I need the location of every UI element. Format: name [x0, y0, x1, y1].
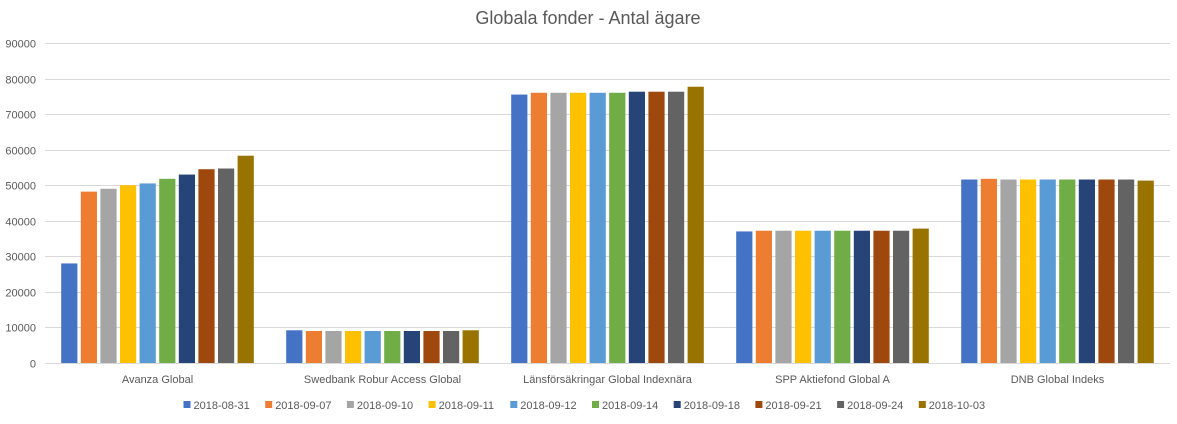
legend-swatch: [346, 401, 354, 408]
bar: [218, 168, 235, 363]
bar: [178, 174, 195, 363]
legend-label: 2018-09-21: [765, 400, 821, 412]
y-tick-label: 40000: [5, 217, 36, 229]
y-tick-label: 10000: [5, 323, 36, 335]
y-tick-label: 60000: [5, 146, 36, 158]
bar: [687, 86, 704, 363]
legend-label: 2018-08-31: [194, 400, 250, 412]
bar: [1078, 179, 1095, 363]
bar: [775, 230, 792, 363]
bar: [1137, 180, 1154, 363]
bar: [589, 92, 606, 363]
legend-label: 2018-09-14: [602, 400, 658, 412]
legend-swatch: [510, 401, 518, 408]
bar: [325, 331, 342, 363]
bar: [120, 185, 137, 363]
legend-swatch: [837, 401, 845, 408]
bar: [1098, 179, 1115, 363]
bar: [648, 91, 665, 364]
bar: [912, 228, 929, 363]
bar: [511, 94, 528, 363]
bar: [853, 230, 870, 363]
y-tick-label: 20000: [5, 288, 36, 300]
category-label: DNB Global Indeks: [1011, 374, 1105, 386]
category-labels: Avanza Global Swedbank Robur Access Globa…: [122, 374, 1105, 386]
legend-label: 2018-10-03: [929, 400, 985, 412]
category-label: Swedbank Robur Access Global: [304, 374, 461, 386]
legend-label: 2018-09-10: [357, 400, 413, 412]
bar: [873, 230, 890, 363]
legend: 2018-08-31 2018-09-07 2018-09-10 2018-09-11…: [183, 400, 985, 412]
y-tick-label: 70000: [5, 110, 36, 122]
y-tick-label: 50000: [5, 181, 36, 193]
bar: [570, 92, 587, 363]
bar: [961, 179, 978, 363]
bar: [443, 331, 460, 363]
legend-label: 2018-09-12: [520, 400, 576, 412]
chart-title: Globala fonder - Antal ägare: [475, 8, 700, 28]
bar: [100, 188, 117, 363]
bar: [1039, 179, 1056, 363]
bar: [286, 330, 303, 363]
bar: [530, 92, 547, 363]
y-tick-label: 80000: [5, 75, 36, 87]
bar: [305, 331, 322, 363]
bar: [980, 178, 997, 363]
legend-swatch: [265, 401, 273, 408]
legend-swatch: [183, 401, 191, 408]
legend-swatch: [592, 401, 599, 408]
bar: [159, 178, 176, 363]
bar: [736, 231, 753, 363]
bar: [384, 331, 401, 363]
bar: [1118, 179, 1135, 363]
bar: [80, 191, 97, 363]
bar: [893, 230, 910, 363]
bar: [755, 230, 772, 363]
bar: [462, 330, 479, 363]
bar: [1020, 179, 1037, 363]
legend-swatch: [755, 401, 763, 408]
bar: [550, 92, 567, 363]
bar: [237, 155, 254, 363]
bar: [403, 331, 420, 363]
bar: [668, 91, 685, 364]
bar: [1000, 179, 1017, 363]
legend-swatch: [918, 401, 926, 408]
legend-label: 2018-09-24: [847, 400, 903, 412]
category-label: Länsförsäkringar Global Indexnära: [523, 374, 693, 386]
bar: [628, 91, 645, 364]
legend-label: 2018-09-07: [275, 400, 331, 412]
legend-swatch: [428, 401, 436, 408]
bar: [139, 183, 156, 363]
bar: [609, 92, 626, 363]
category-label: Avanza Global: [122, 374, 193, 386]
bar: [814, 230, 831, 363]
bar: [1059, 179, 1076, 363]
bar: [61, 263, 78, 363]
bar: [795, 230, 812, 363]
category-label: SPP Aktiefond Global A: [775, 374, 890, 386]
bar: [834, 230, 851, 363]
bar: [423, 331, 440, 363]
y-axis-ticks: 0 10000 20000 30000 40000 50000 60000 70000 8000…: [5, 39, 36, 371]
bar: [345, 331, 362, 363]
legend-label: 2018-09-18: [684, 400, 740, 412]
y-tick-label: 0: [30, 359, 36, 371]
y-tick-label: 30000: [5, 252, 36, 264]
bar: [364, 331, 381, 363]
legend-swatch: [673, 401, 681, 408]
y-tick-label: 90000: [5, 39, 36, 51]
legend-label: 2018-09-11: [439, 400, 494, 412]
bars: [61, 86, 1154, 364]
bar: [198, 169, 215, 363]
